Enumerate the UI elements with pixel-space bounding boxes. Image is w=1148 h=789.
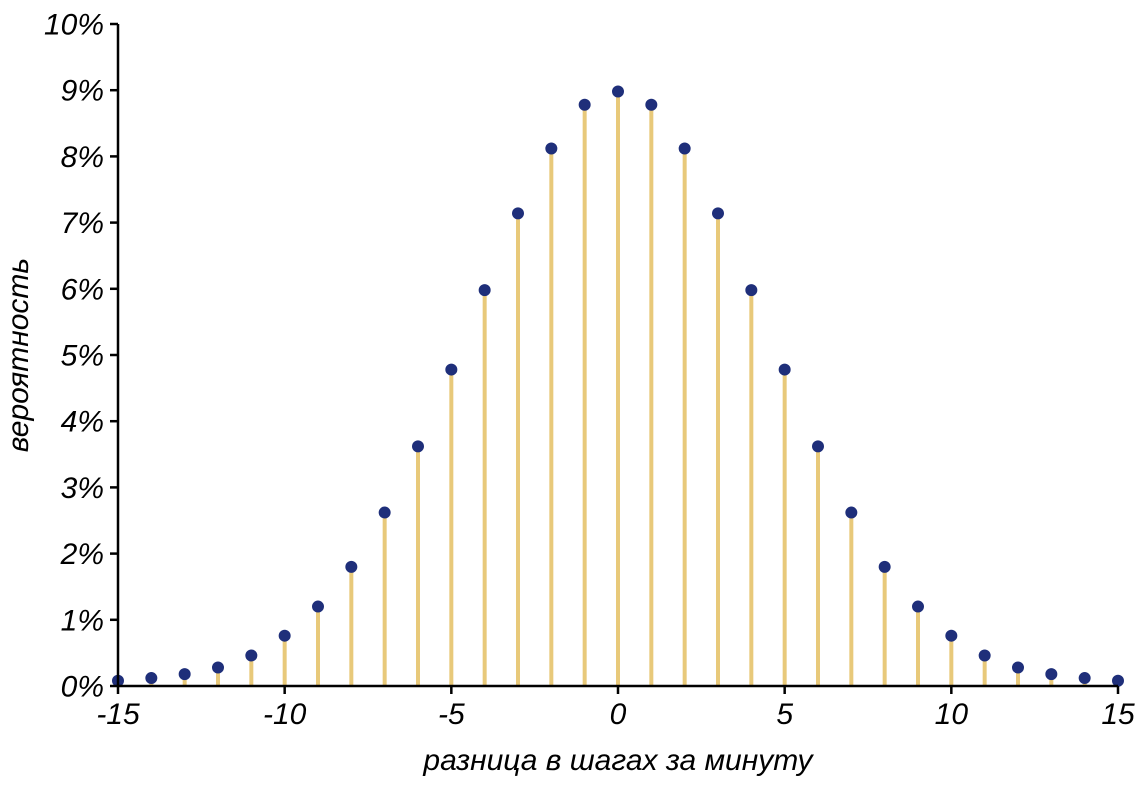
probability-stem-chart: -15-10-50510150%1%2%3%4%5%6%7%8%9%10%раз… [0, 0, 1148, 789]
y-tick-label: 3% [61, 472, 104, 505]
y-axis-label: вероятность [2, 258, 35, 452]
chart-svg: -15-10-50510150%1%2%3%4%5%6%7%8%9%10%раз… [0, 0, 1148, 789]
x-tick-label: -10 [263, 698, 307, 731]
x-tick-label: 5 [776, 698, 793, 731]
x-tick-label: -5 [438, 698, 465, 731]
y-tick-label: 5% [61, 340, 104, 373]
y-tick-label: 6% [61, 273, 104, 306]
y-tick-label: 1% [61, 604, 104, 637]
x-tick-label: 15 [1101, 698, 1135, 731]
y-tick-label: 0% [61, 671, 104, 704]
y-tick-label: 9% [61, 75, 104, 108]
x-axis-label: разница в шагах за минуту [422, 744, 814, 777]
y-tick-label: 7% [61, 207, 104, 240]
x-tick-label: 0 [610, 698, 627, 731]
x-tick-label: 10 [935, 698, 969, 731]
y-tick-label: 2% [60, 538, 104, 571]
y-tick-label: 8% [61, 141, 104, 174]
y-tick-label: 4% [61, 406, 104, 439]
y-tick-label: 10% [44, 9, 104, 42]
